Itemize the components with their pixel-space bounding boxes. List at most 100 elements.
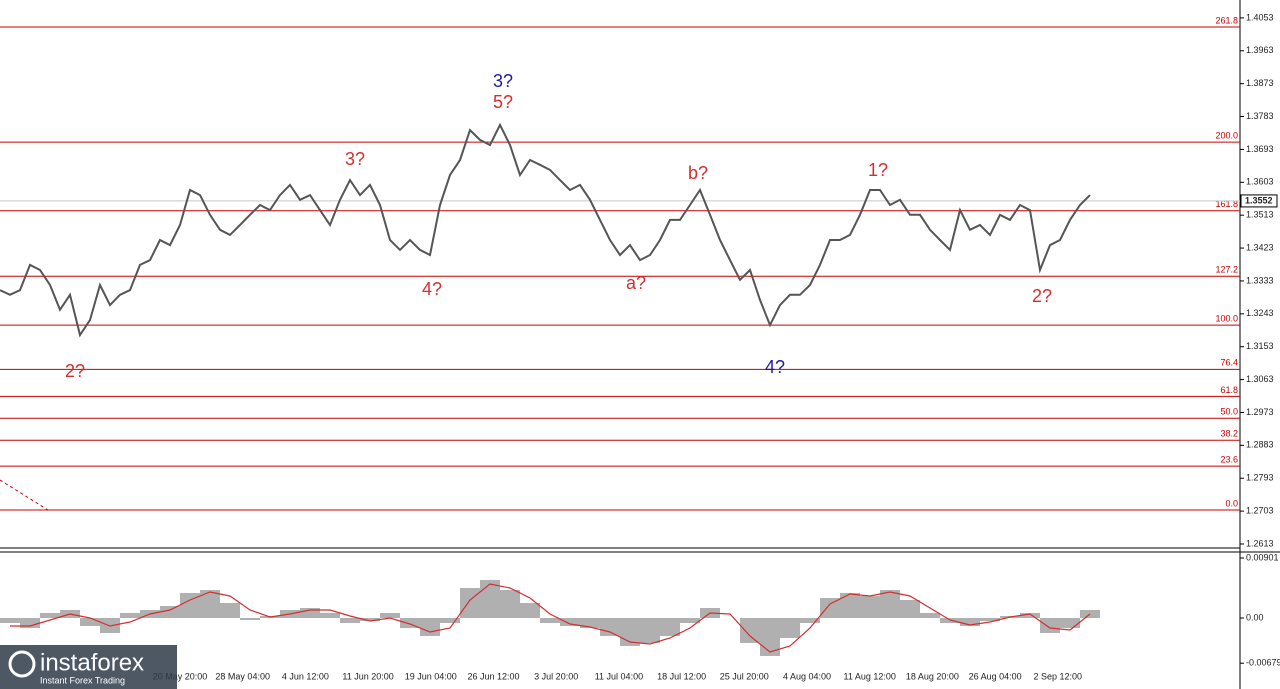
watermark-tagline: Instant Forex Trading — [40, 675, 125, 685]
fib-label: 0.0 — [1225, 498, 1238, 508]
macd-bar — [640, 618, 660, 643]
wave-label: b? — [688, 163, 708, 183]
watermark-box — [0, 645, 177, 689]
wave-label: 4? — [765, 357, 785, 377]
macd-bar — [560, 618, 580, 626]
x-tick-label: 3 Jul 20:00 — [534, 671, 578, 681]
x-tick-label: 18 Aug 20:00 — [906, 671, 959, 681]
x-tick-label: 20 May 20:00 — [153, 671, 208, 681]
wave-label: a? — [626, 273, 646, 293]
fib-label: 23.6 — [1220, 455, 1238, 465]
x-tick-label: 18 Jul 12:00 — [657, 671, 706, 681]
y-tick-label: 1.3963 — [1246, 45, 1274, 55]
macd-bar — [120, 613, 140, 619]
wave-label: 2? — [65, 361, 85, 381]
y-tick-label: 1.3693 — [1246, 144, 1274, 154]
macd-bar — [740, 618, 760, 643]
y-tick-label: 1.3873 — [1246, 78, 1274, 88]
fib-label: 61.8 — [1220, 385, 1238, 395]
macd-bar — [320, 613, 340, 619]
y-tick-label: 1.3333 — [1246, 275, 1274, 285]
macd-bar — [480, 580, 500, 619]
macd-bar — [440, 618, 460, 623]
fib-label: 261.8 — [1215, 15, 1238, 25]
macd-bar — [300, 608, 320, 619]
x-tick-label: 11 Jul 04:00 — [595, 671, 643, 681]
wave-label: 2? — [1032, 286, 1052, 306]
wave-label: 5? — [493, 92, 513, 112]
macd-bar — [420, 618, 440, 636]
macd-bar — [0, 618, 20, 623]
watermark-logo — [8, 650, 36, 678]
watermark: instaforex Instant Forex Trading — [0, 645, 177, 689]
macd-bar — [840, 593, 860, 619]
x-tick-label: 25 Jul 20:00 — [720, 671, 769, 681]
macd-bar — [980, 618, 1000, 621]
y-tick-label: 1.3783 — [1246, 111, 1274, 121]
macd-bar — [820, 598, 840, 619]
macd-y-tick-label: 0.00901 — [1246, 552, 1279, 562]
macd-bar — [240, 618, 260, 621]
y-tick-label: 1.3243 — [1246, 308, 1274, 318]
macd-bar — [20, 618, 40, 628]
macd-y-tick-label: 0.00 — [1246, 612, 1264, 622]
x-tick-label: 28 May 04:00 — [215, 671, 270, 681]
last-price-box — [1240, 194, 1278, 208]
macd-bar — [580, 618, 600, 628]
y-tick-label: 1.2973 — [1246, 407, 1274, 417]
fib-label: 161.8 — [1215, 199, 1238, 209]
x-tick-label: 26 Aug 04:00 — [969, 671, 1022, 681]
macd-bar — [1040, 618, 1060, 633]
y-tick-label: 1.2793 — [1246, 473, 1274, 483]
macd-bar — [500, 590, 520, 619]
macd-bar — [660, 618, 680, 636]
fib-label: 50.0 — [1220, 407, 1238, 417]
macd-bar — [760, 618, 780, 656]
macd-bar — [220, 603, 240, 619]
macd-bar — [600, 618, 620, 636]
y-tick-label: 1.2703 — [1246, 505, 1274, 515]
y-tick-label: 1.2613 — [1246, 538, 1274, 548]
wave-label: 4? — [422, 279, 442, 299]
y-tick-label: 1.3153 — [1246, 341, 1274, 351]
x-tick-label: 4 Aug 04:00 — [783, 671, 831, 681]
macd-signal — [10, 583, 1091, 653]
macd-bar — [920, 613, 940, 619]
macd-bar — [80, 618, 100, 626]
macd-bar — [40, 613, 60, 619]
macd-bar — [380, 613, 400, 619]
macd-y-tick-label: -0.00679 — [1246, 658, 1280, 668]
x-tick-label: 11 Jun 20:00 — [342, 671, 393, 681]
macd-bar — [800, 618, 820, 623]
macd-bar — [1060, 618, 1080, 628]
macd-bar — [860, 596, 880, 619]
macd-bar — [160, 606, 180, 619]
y-tick-label: 1.3063 — [1246, 374, 1274, 384]
macd-bar — [400, 618, 420, 628]
watermark-brand: instaforex — [40, 649, 144, 676]
x-tick-label: 19 Jun 04:00 — [405, 671, 457, 681]
y-tick-label: 1.3423 — [1246, 242, 1274, 252]
y-tick-label: 1.4053 — [1246, 12, 1274, 22]
macd-bar — [340, 618, 360, 623]
macd-bar — [180, 593, 200, 619]
y-tick-label: 1.3603 — [1246, 177, 1274, 187]
x-tick-label: 2 Sep 12:00 — [1034, 671, 1083, 681]
macd-bar — [520, 603, 540, 619]
fib-label: 76.4 — [1220, 358, 1238, 368]
fib-label: 100.0 — [1215, 314, 1238, 324]
price-line — [0, 122, 1091, 338]
fib-label: 200.0 — [1215, 130, 1238, 140]
macd-bar — [880, 590, 900, 619]
last-price-label: 1.3552 — [1245, 195, 1273, 205]
macd-bar — [900, 600, 920, 619]
wave-label: 3? — [345, 149, 365, 169]
fib-label: 127.2 — [1215, 265, 1238, 275]
macd-bar — [360, 618, 380, 621]
macd-bar — [460, 588, 480, 619]
macd-bar — [960, 618, 980, 626]
macd-bar — [780, 618, 800, 638]
macd-bar — [680, 618, 700, 623]
